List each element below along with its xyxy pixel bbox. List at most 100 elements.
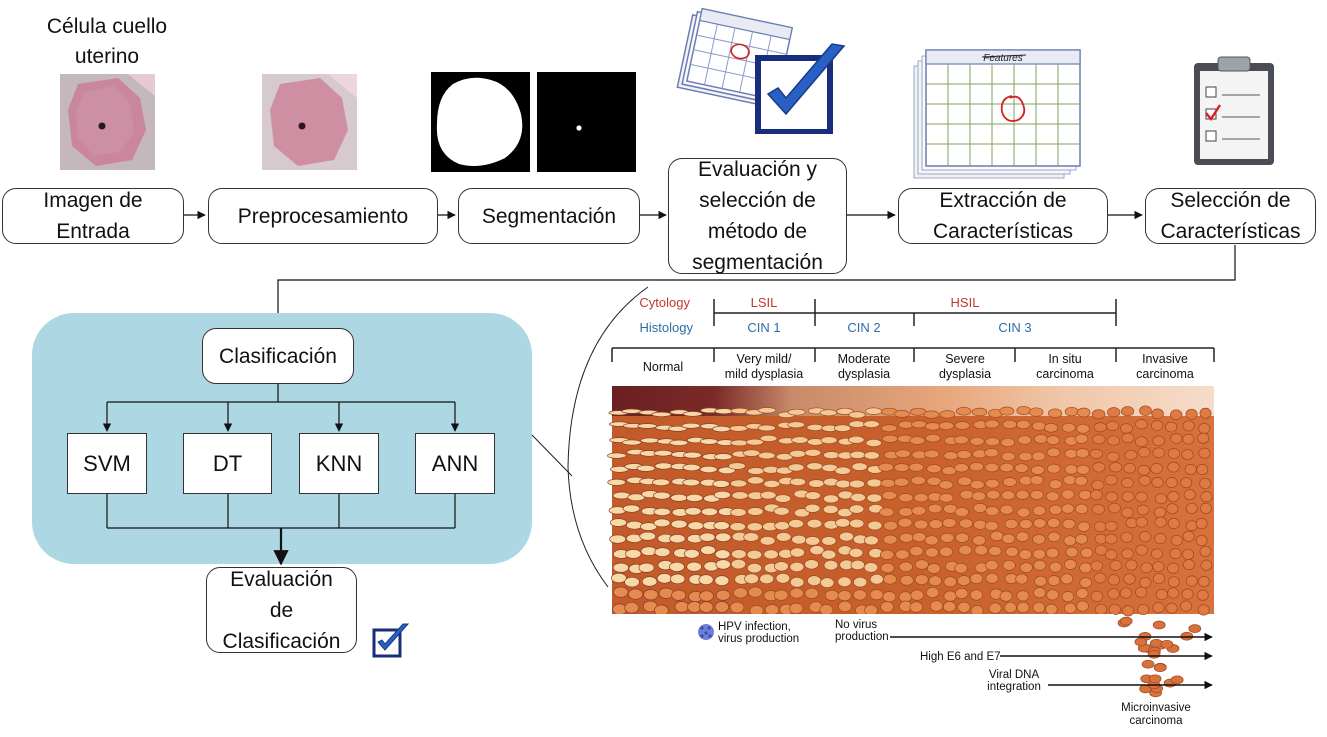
tissue-cell [1195, 518, 1208, 530]
tissue-cell [911, 532, 927, 543]
tissue-cell [1138, 475, 1151, 486]
tissue-cell [791, 534, 807, 545]
event-viral-dna-integration: Viral DNA integration [987, 669, 1041, 693]
tissue-cell [804, 491, 821, 500]
tissue-cell [669, 439, 689, 446]
tissue-cell [686, 561, 702, 572]
tissue-cell [943, 451, 959, 461]
tissue-cell [1108, 502, 1121, 514]
tissue-cell [1077, 521, 1091, 532]
tissue-cell [682, 411, 703, 417]
tissue-cell [1093, 521, 1107, 533]
features-calendar-icon: Features [913, 49, 1081, 179]
tissue-cell [809, 545, 825, 556]
tissue-cell [942, 601, 957, 613]
tissue-cell [684, 507, 702, 516]
tissue-cell [988, 602, 1002, 614]
tissue-cell [764, 604, 779, 616]
tissue-cell [643, 589, 659, 601]
segmentation-mask-cytoplasm [431, 72, 530, 172]
tissue-cell [1139, 577, 1152, 589]
tissue-cell [789, 561, 805, 573]
features-calendar-title: Features [983, 53, 1022, 64]
tissue-cell [1089, 448, 1103, 459]
tissue-cell [1170, 409, 1183, 421]
tissue-cell [954, 463, 969, 473]
tissue-cell [1064, 464, 1079, 475]
tissue-cell [821, 549, 837, 560]
tissue-cell [746, 562, 763, 574]
tissue-cell [867, 520, 883, 531]
tissue-cell [927, 563, 941, 574]
tissue-cell [942, 517, 957, 528]
tissue-cell [879, 507, 895, 517]
tissue-cell [1136, 504, 1150, 516]
tissue-cell [1182, 420, 1195, 432]
tissue-cell [1123, 462, 1137, 474]
method-ann: ANN [415, 433, 495, 494]
tissue-cell [864, 535, 879, 546]
histology-cin2: CIN 2 [847, 320, 880, 335]
calendar-check-icon [676, 7, 846, 134]
tissue-cell [1048, 408, 1063, 418]
tissue-cell [638, 562, 655, 573]
tissue-cell [822, 504, 839, 514]
tissue-cell [674, 601, 690, 613]
tissue-cell [1199, 407, 1212, 419]
microinvasive-cell [1148, 674, 1162, 684]
tissue-cell [910, 407, 927, 416]
tissue-cell [958, 544, 973, 556]
tissue-cell [1002, 419, 1018, 429]
tissue-cell [1151, 408, 1164, 420]
tissue-cell [1017, 435, 1032, 445]
tissue-cell [1076, 423, 1090, 434]
tissue-cell [1154, 516, 1167, 528]
tissue-cell [1104, 533, 1118, 545]
tissue-cell [656, 573, 673, 584]
tissue-cell [1121, 507, 1134, 519]
tissue-cell [824, 589, 839, 601]
tissue-cell [924, 449, 940, 459]
tissue-cell [913, 493, 929, 503]
tissue-cell [1033, 434, 1049, 444]
tissue-cell [730, 508, 747, 517]
tissue-cell [609, 518, 628, 527]
tissue-cell [848, 435, 865, 444]
tissue-cell [999, 462, 1014, 473]
tissue-cell [789, 576, 805, 588]
tissue-cell [1019, 562, 1033, 573]
tissue-cell [882, 591, 897, 603]
tissue-cell [1015, 489, 1030, 500]
tissue-cell [658, 587, 674, 599]
tissue-cell [974, 544, 989, 556]
tissue-cell [1122, 605, 1135, 617]
step-segmentation: Segmentación [458, 188, 640, 244]
step-segmentation-evaluation: Evaluación y selección de método de segm… [668, 158, 847, 274]
tissue-cell [1198, 447, 1211, 459]
tissue-cell [973, 519, 988, 530]
microinvasive-cell [1119, 616, 1133, 626]
tissue-cell [1182, 548, 1195, 560]
tissue-cell [1076, 407, 1091, 418]
tissue-cell [984, 520, 999, 531]
tissue-cell [880, 478, 896, 488]
tissue-cell [1002, 559, 1016, 571]
stage-severe-dysplasia: Severe dysplasia [939, 352, 991, 381]
tissue-cell [985, 506, 1000, 517]
tissue-cell [1197, 604, 1210, 616]
tissue-cell [1183, 559, 1195, 571]
tissue-cell [1139, 405, 1152, 416]
tissue-cell [1001, 533, 1016, 544]
tissue-cell [882, 534, 898, 545]
tissue-cell [1031, 421, 1047, 431]
event-no-virus-production: No virus production [835, 619, 889, 643]
checkbox-check-icon [372, 623, 410, 658]
tissue-cell [1047, 575, 1061, 587]
tissue-cell [878, 462, 894, 472]
tissue-cell [1033, 587, 1046, 599]
microinvasive-cell [1180, 631, 1194, 641]
tissue-cell [806, 423, 824, 432]
classification-connectors [102, 384, 573, 566]
tissue-cell [835, 479, 852, 489]
tissue-cell [1092, 434, 1106, 445]
